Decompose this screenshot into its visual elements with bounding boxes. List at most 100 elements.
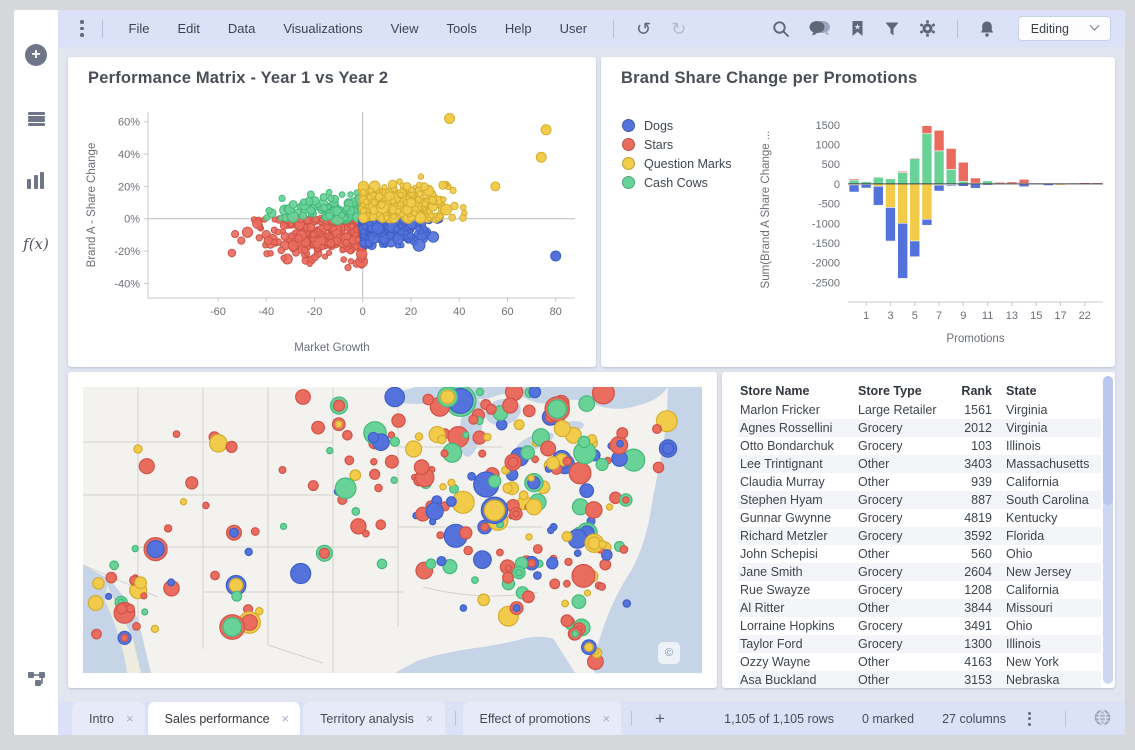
map-bubble[interactable] — [251, 528, 259, 536]
bar-segment[interactable] — [971, 184, 981, 188]
scatter-point[interactable] — [449, 214, 456, 221]
bar-segment[interactable] — [1007, 182, 1017, 184]
map-bubble[interactable] — [513, 605, 520, 612]
map-bubble[interactable] — [472, 577, 479, 584]
map-bubble[interactable] — [106, 593, 112, 599]
scatter-point[interactable] — [321, 204, 328, 211]
scatter-point[interactable] — [348, 259, 353, 264]
map-bubble[interactable] — [600, 559, 611, 570]
map-bubble[interactable] — [575, 550, 581, 556]
scatter-point[interactable] — [266, 208, 272, 214]
bar-segment[interactable] — [910, 159, 920, 184]
map-bubble[interactable] — [516, 570, 522, 576]
map-bubble[interactable] — [506, 565, 512, 571]
filter-icon[interactable] — [884, 21, 900, 37]
map-bubble[interactable] — [562, 532, 572, 542]
scatter-point[interactable] — [551, 251, 561, 261]
map-bubble[interactable] — [368, 433, 378, 443]
map-bubble[interactable] — [585, 590, 591, 596]
scatter-point[interactable] — [349, 224, 354, 229]
map-bubble[interactable] — [474, 551, 492, 569]
scatter-point[interactable] — [391, 214, 396, 219]
scatter-point[interactable] — [359, 213, 369, 223]
bar-segment[interactable] — [946, 169, 956, 184]
table-row[interactable]: Otto BondarchukGrocery103Illinois — [738, 437, 1101, 455]
map-bubble[interactable] — [437, 557, 446, 566]
bar-segment[interactable] — [861, 185, 871, 189]
scatter-point[interactable] — [307, 224, 315, 232]
scatter-point[interactable] — [302, 247, 308, 253]
map-bubble[interactable] — [448, 479, 455, 486]
scatter-point[interactable] — [242, 227, 252, 237]
map-bubble[interactable] — [526, 499, 542, 515]
map-bubble[interactable] — [447, 497, 457, 507]
table-row[interactable]: Lee TrintignantOther3403Massachusetts — [738, 455, 1101, 473]
map-bubble[interactable] — [579, 396, 595, 412]
table-row[interactable]: Taylor FordGrocery1300Illinois — [738, 635, 1101, 653]
scatter-point[interactable] — [339, 192, 345, 198]
map-bubble[interactable] — [620, 546, 628, 554]
scatter-point[interactable] — [232, 231, 239, 238]
scatter-point[interactable] — [340, 247, 345, 252]
scatter-point[interactable] — [345, 265, 351, 271]
map-bubble[interactable] — [336, 421, 343, 428]
map-bubble[interactable] — [486, 404, 496, 414]
scatter-point[interactable] — [363, 199, 369, 205]
scatter-point[interactable] — [387, 232, 394, 239]
bar-segment[interactable] — [922, 219, 932, 225]
bookmarks-icon[interactable]: ★ — [850, 20, 865, 37]
map-bubble[interactable] — [390, 437, 399, 446]
scatter-point[interactable] — [300, 212, 307, 219]
map-bubble[interactable] — [497, 549, 504, 556]
comments-icon[interactable] — [809, 20, 831, 37]
map-bubble[interactable] — [526, 534, 532, 540]
map-bubble[interactable] — [296, 390, 311, 405]
map-bubble[interactable] — [335, 478, 356, 499]
map-bubble[interactable] — [662, 443, 673, 454]
scatter-point[interactable] — [339, 212, 345, 218]
scatter-point[interactable] — [295, 235, 302, 242]
map-bubble[interactable] — [503, 398, 518, 413]
map-bubble[interactable] — [345, 456, 354, 465]
map-bubble[interactable] — [572, 595, 586, 609]
scatter-point[interactable] — [390, 199, 395, 204]
bar-segment[interactable] — [898, 184, 908, 223]
map-bubble[interactable] — [529, 387, 540, 398]
scatter-point[interactable] — [536, 152, 546, 162]
map-bubble[interactable] — [469, 415, 478, 424]
map-bubble[interactable] — [617, 428, 628, 439]
map-bubble[interactable] — [548, 400, 566, 418]
scatter-point[interactable] — [417, 182, 423, 188]
bar-segment[interactable] — [910, 241, 920, 257]
map-bubble[interactable] — [139, 459, 154, 474]
scatter-point[interactable] — [289, 201, 297, 209]
scatter-point[interactable] — [228, 249, 235, 256]
scatter-point[interactable] — [288, 241, 298, 251]
undo-icon[interactable]: ↺ — [626, 20, 661, 38]
scatter-point[interactable] — [460, 215, 467, 222]
bar-segment[interactable] — [946, 149, 956, 170]
map-bubble[interactable] — [585, 643, 594, 652]
bar-segment[interactable] — [898, 171, 908, 172]
map-bubble[interactable] — [523, 591, 535, 603]
notifications-icon[interactable] — [979, 20, 995, 38]
scatter-point[interactable] — [441, 197, 446, 202]
scatter-point[interactable] — [256, 235, 262, 241]
map-bubble[interactable] — [93, 578, 104, 589]
map-bubble[interactable] — [484, 434, 491, 441]
map-bubble[interactable] — [521, 446, 534, 459]
scatter-point[interactable] — [417, 191, 423, 197]
close-icon[interactable]: × — [282, 712, 290, 725]
table-row[interactable]: John SchepisiOther560Ohio — [738, 545, 1101, 563]
map-bubble[interactable] — [392, 414, 405, 427]
table-row[interactable]: Asa BucklandOther3153Nebraska — [738, 671, 1101, 688]
scatter-point[interactable] — [368, 188, 373, 193]
map-bubble[interactable] — [598, 583, 605, 590]
map-bubble[interactable] — [414, 460, 429, 475]
map-bubble[interactable] — [523, 405, 535, 417]
scatter-point[interactable] — [403, 183, 411, 191]
map-bubble[interactable] — [572, 565, 595, 588]
map-bubble[interactable] — [503, 484, 512, 493]
map-bubble[interactable] — [334, 400, 345, 411]
scatter-point[interactable] — [344, 205, 350, 211]
